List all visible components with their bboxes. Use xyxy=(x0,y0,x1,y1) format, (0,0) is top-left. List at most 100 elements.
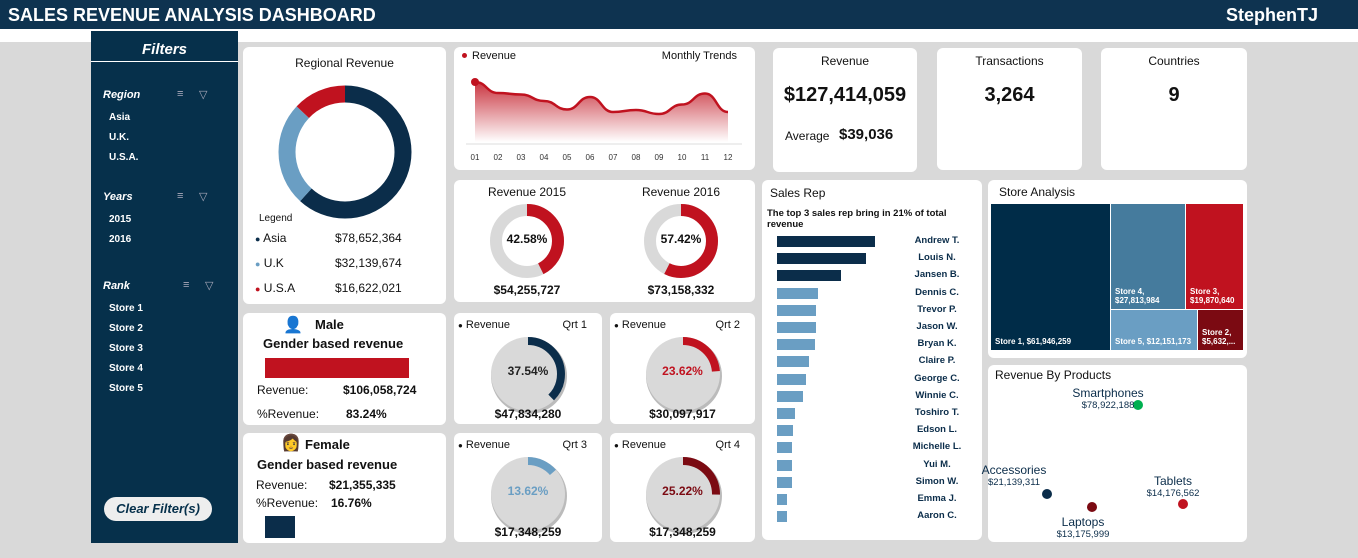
sales-rep-bar xyxy=(777,476,792,488)
store-tile[interactable]: Store 3, $19,870,640 xyxy=(1186,204,1243,309)
legend-item: ● U.K $32,139,674 xyxy=(255,256,402,270)
quarter-label: Qrt 3 xyxy=(562,439,587,451)
legend-dot-icon: ● xyxy=(614,321,619,330)
donut-track xyxy=(491,337,565,411)
male-title: Male xyxy=(315,317,344,332)
legend-value: $16,622,021 xyxy=(335,281,402,295)
quarter-legend: ● Revenue xyxy=(614,319,666,331)
slicer-item[interactable]: Store 4 xyxy=(109,363,143,374)
male-pct-value: 83.24% xyxy=(346,407,387,421)
sales-rep-bar xyxy=(777,390,803,402)
product-point xyxy=(1087,502,1097,512)
sales-rep-name: Andrew T. xyxy=(914,235,960,246)
sales-rep-subtitle: The top 3 sales rep bring in 21% of tota… xyxy=(767,208,947,230)
sales-rep-name: Trevor P. xyxy=(917,303,957,315)
x-tick-label: 09 xyxy=(655,153,664,162)
x-tick-label: 06 xyxy=(586,153,595,162)
slicer-region-label: Region xyxy=(103,89,141,101)
slicer-item[interactable]: U.S.A. xyxy=(109,152,139,163)
quarter-value: $17,348,259 xyxy=(494,525,562,539)
slicer-item[interactable]: Asia xyxy=(109,112,131,123)
quarter-legend: ● Revenue xyxy=(614,439,666,451)
x-tick-label: 05 xyxy=(563,153,572,162)
male-subtitle: Gender based revenue xyxy=(263,336,404,351)
store-tile[interactable]: Store 2, $5,632,... xyxy=(1198,310,1243,350)
slicer-item[interactable]: Store 2 xyxy=(109,323,143,334)
slicer-item[interactable]: 2016 xyxy=(109,234,132,245)
donut-fill xyxy=(491,457,565,531)
countries-value: 9 xyxy=(1168,84,1180,106)
sales-rep-name: Jansen B. xyxy=(914,269,960,281)
legend-label: U.K xyxy=(263,256,284,270)
product-value: $13,175,999 xyxy=(1056,529,1110,540)
quarter-label: Qrt 4 xyxy=(715,439,740,451)
donut-track xyxy=(645,337,720,411)
slicer-item[interactable]: 2015 xyxy=(109,214,132,225)
legend-value: $78,652,364 xyxy=(335,231,402,245)
store-tile[interactable]: Store 4, $27,813,984 xyxy=(1111,204,1185,309)
legend-dot-icon: ● xyxy=(255,259,261,269)
store-tile-label: Store 4, $27,813,984 xyxy=(1115,287,1160,305)
quarter-card: ● Revenue Qrt 1 37.54% $47,834,280 xyxy=(454,313,602,424)
multi-select-icon[interactable]: ≡ xyxy=(177,190,184,202)
filters-sidebar: Filters Region ≡ ▽ Asia U.K. U.S.A. Years ≡ … xyxy=(91,31,238,543)
clear-filter-icon[interactable]: ▽ xyxy=(199,89,208,101)
year-value: $54,255,727 xyxy=(493,283,561,297)
revenue-kpi-card: Revenue $127,414,059 Average $39,036 xyxy=(773,48,917,172)
slicer-item[interactable]: Store 1 xyxy=(109,303,143,314)
quarter-pct: 13.62% xyxy=(507,484,549,498)
products-card: Revenue By Products Smartphones $78,922,1… xyxy=(982,365,1247,542)
sales-rep-name: Winnie C. xyxy=(915,389,959,401)
filters-title: Filters xyxy=(91,31,238,62)
male-card: 👤 Male Gender based revenue Revenue: $10… xyxy=(243,313,446,425)
clear-filters-button[interactable]: Clear Filter(s) xyxy=(104,497,212,521)
donut-fill xyxy=(490,204,564,278)
quarter-value: $17,348,259 xyxy=(649,525,716,539)
donut-track xyxy=(645,457,720,531)
slicer-item[interactable]: Store 5 xyxy=(109,383,143,394)
multi-select-icon[interactable]: ≡ xyxy=(177,88,184,100)
slicer-item[interactable]: U.K. xyxy=(109,132,129,143)
legend-dot-icon: ● xyxy=(255,234,261,244)
sales-rep-name: Toshiro T. xyxy=(914,407,960,418)
store-tile[interactable]: Store 1, $61,946,259 xyxy=(991,204,1110,350)
legend-item: ● Asia $78,652,364 xyxy=(255,231,402,245)
sales-rep-bar xyxy=(777,408,795,419)
female-subtitle: Gender based revenue xyxy=(257,457,398,472)
year-pct: 57.42% xyxy=(660,232,702,246)
sales-rep-bar xyxy=(777,373,806,385)
sales-rep-bar xyxy=(777,425,793,437)
product-name: Tablets xyxy=(1153,474,1193,488)
clear-filter-icon[interactable]: ▽ xyxy=(199,191,208,203)
regional-slice-usa xyxy=(278,85,412,219)
x-tick-label: 07 xyxy=(609,153,618,162)
sales-rep-name: Louis N. xyxy=(918,252,956,264)
transactions-kpi-card: Transactions 3,264 xyxy=(937,48,1082,170)
legend-dot-icon: ● xyxy=(614,441,619,450)
legend-label: U.S.A xyxy=(263,281,296,295)
sales-rep-bar xyxy=(777,287,818,299)
x-tick-label: 10 xyxy=(678,153,687,162)
product-value: $21,139,311 xyxy=(987,477,1041,488)
multi-select-icon[interactable]: ≡ xyxy=(183,279,190,291)
header: SALES REVENUE ANALYSIS DASHBOARD Stephen… xyxy=(0,0,1358,30)
regional-revenue-card: Regional Revenue Legend ● Asia $78,652,36… xyxy=(243,47,446,304)
legend-item: ● U.S.A $16,622,021 xyxy=(255,281,402,295)
x-tick-label: 11 xyxy=(701,153,710,162)
x-tick-label: 03 xyxy=(517,153,526,162)
product-name: Laptops xyxy=(1061,515,1105,529)
sales-rep-bar xyxy=(777,304,816,316)
slicer-item[interactable]: Store 3 xyxy=(109,343,143,354)
store-tile-label: Store 1, $61,946,259 xyxy=(995,337,1072,346)
male-pct-label: %Revenue: xyxy=(257,407,320,421)
store-tile[interactable]: Store 5, $12,151,173 xyxy=(1111,310,1197,350)
clear-filter-icon[interactable]: ▽ xyxy=(205,280,214,292)
year-label: Revenue 2015 xyxy=(487,185,567,199)
quarter-donut xyxy=(491,337,567,414)
product-label: Smartphones $78,922,188 xyxy=(1058,386,1158,411)
female-revenue-label: Revenue: xyxy=(256,478,308,492)
sales-rep-card: Sales Rep The top 3 sales rep bring in 2… xyxy=(762,180,982,540)
female-pct-label: %Revenue: xyxy=(256,496,319,510)
author-name: StephenTJ xyxy=(1225,5,1318,25)
sales-rep-name: Edson L. xyxy=(916,424,958,436)
